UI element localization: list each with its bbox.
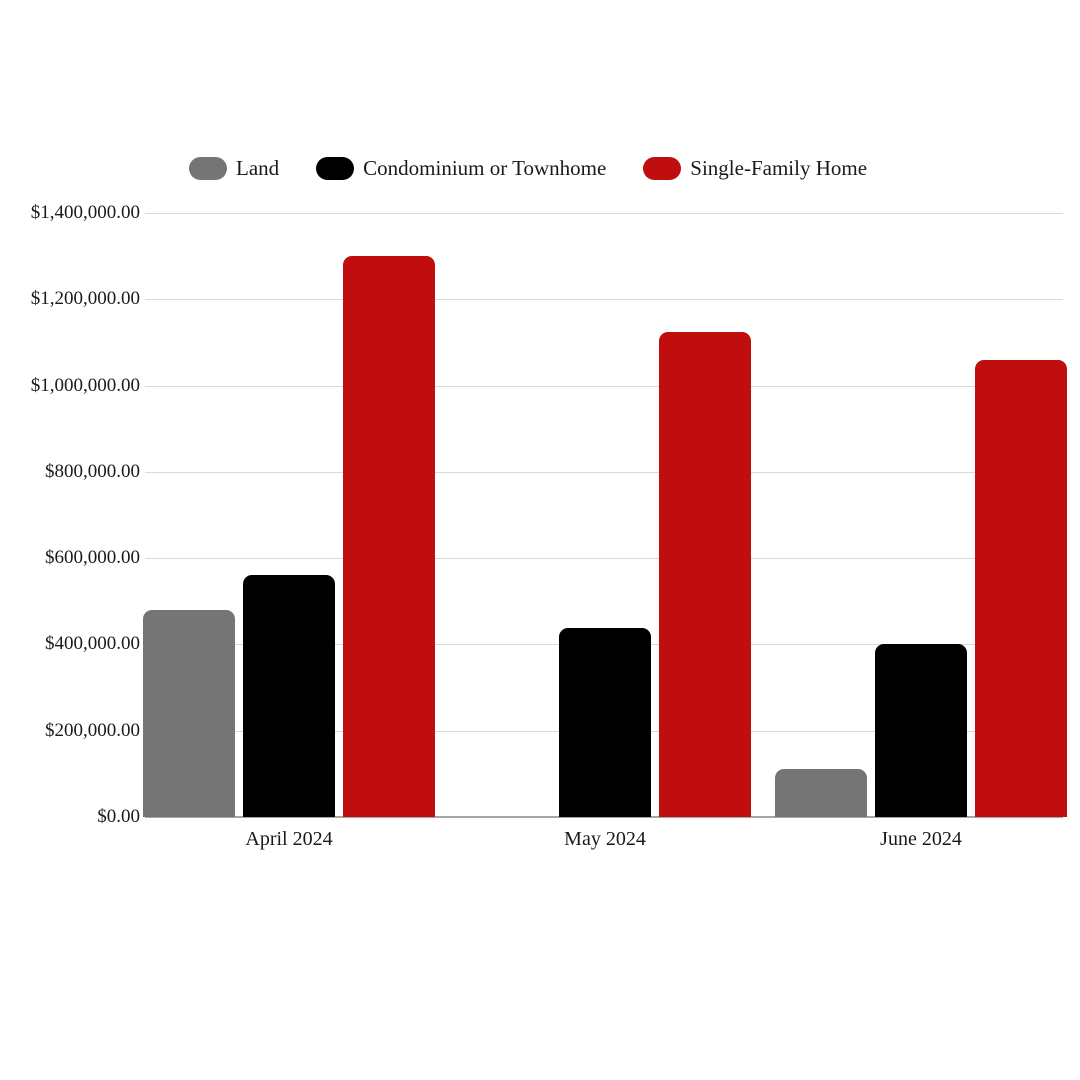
legend-item-condominium-or-townhome: Condominium or Townhome [316,157,606,180]
y-axis-tick-label: $0.00 [97,806,140,827]
y-axis-tick-label: $1,200,000.00 [30,288,140,310]
y-axis-tick-label: $200,000.00 [45,719,140,741]
y-axis-tick-label: $800,000.00 [45,460,140,482]
bar-single-family-home-april-2024 [343,256,435,817]
legend-swatch-land [189,157,227,180]
x-axis-label-april-2024: April 2024 [245,828,333,850]
gridline [145,471,1063,473]
bar-land-june-2024 [775,769,867,817]
bar-condominium-or-townhome-june-2024 [875,644,967,817]
gridline [145,558,1063,560]
bar-condominium-or-townhome-may-2024 [559,628,651,817]
legend-label-condominium-or-townhome: Condominium or Townhome [363,156,607,180]
bar-single-family-home-may-2024 [659,332,751,817]
legend-item-land: Land [189,157,279,180]
gridline [145,385,1063,387]
gridline [145,299,1063,301]
x-axis-line [145,816,1063,818]
legend-swatch-single-family-home [643,157,682,180]
y-axis-tick-label: $600,000.00 [45,547,140,569]
x-axis-label-june-2024: June 2024 [880,828,962,850]
legend-swatch-condominium-or-townhome [316,157,355,180]
gridline [145,213,1063,214]
legend-item-single-family-home: Single-Family Home [643,157,867,180]
x-axis-label-may-2024: May 2024 [564,828,646,850]
y-axis-tick-label: $400,000.00 [45,633,140,655]
y-axis-tick-label: $1,000,000.00 [30,374,140,396]
bar-single-family-home-june-2024 [975,359,1067,817]
legend-label-single-family-home: Single-Family Home [690,156,868,180]
bar-condominium-or-townhome-april-2024 [243,575,335,817]
y-axis-tick-label: $1,400,000.00 [30,202,140,223]
legend-label-land: Land [236,156,280,180]
legend: Land Condominium or Townhome Single-Fami… [189,157,867,180]
bar-land-april-2024 [143,610,235,817]
